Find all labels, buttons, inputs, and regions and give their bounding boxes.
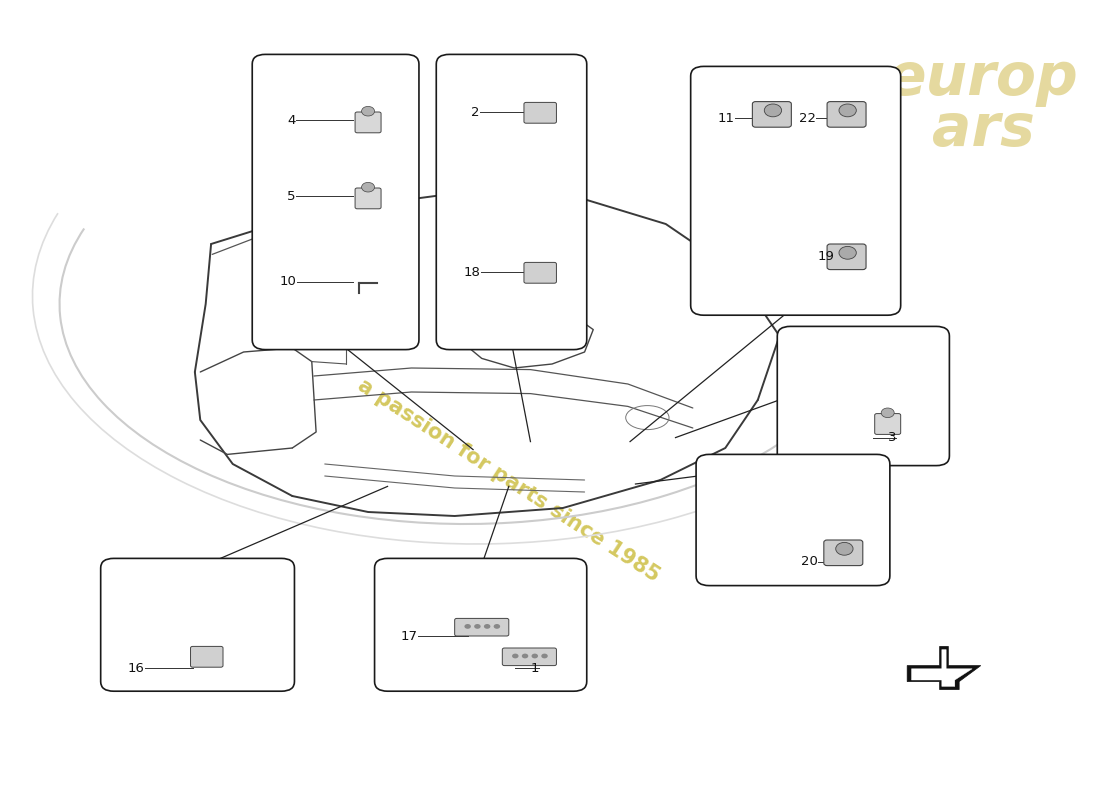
- FancyBboxPatch shape: [778, 326, 949, 466]
- FancyBboxPatch shape: [454, 618, 509, 636]
- FancyBboxPatch shape: [874, 414, 901, 434]
- Text: 3: 3: [888, 431, 896, 444]
- Text: a passion for parts since 1985: a passion for parts since 1985: [354, 374, 663, 586]
- Text: 5: 5: [287, 190, 296, 202]
- FancyBboxPatch shape: [696, 454, 890, 586]
- FancyBboxPatch shape: [524, 102, 557, 123]
- Text: 1: 1: [530, 662, 539, 674]
- Circle shape: [362, 106, 375, 116]
- FancyBboxPatch shape: [827, 244, 866, 270]
- FancyBboxPatch shape: [355, 112, 381, 133]
- Text: 19: 19: [817, 250, 834, 262]
- FancyBboxPatch shape: [691, 66, 901, 315]
- Text: 22: 22: [799, 112, 816, 125]
- Circle shape: [764, 104, 782, 117]
- FancyBboxPatch shape: [375, 558, 586, 691]
- FancyBboxPatch shape: [190, 646, 223, 667]
- Circle shape: [362, 182, 375, 192]
- Circle shape: [839, 104, 856, 117]
- Text: 10: 10: [279, 275, 296, 288]
- Text: 17: 17: [400, 630, 418, 642]
- Circle shape: [512, 654, 518, 658]
- Polygon shape: [912, 650, 972, 686]
- Circle shape: [464, 624, 471, 629]
- Circle shape: [494, 624, 501, 629]
- Circle shape: [881, 408, 894, 418]
- Text: 11: 11: [717, 112, 735, 125]
- FancyBboxPatch shape: [827, 102, 866, 127]
- Text: 2: 2: [471, 106, 480, 118]
- Text: 20: 20: [801, 555, 818, 568]
- Circle shape: [836, 542, 854, 555]
- FancyBboxPatch shape: [355, 188, 381, 209]
- FancyBboxPatch shape: [252, 54, 419, 350]
- FancyBboxPatch shape: [524, 262, 557, 283]
- FancyBboxPatch shape: [101, 558, 295, 691]
- FancyBboxPatch shape: [824, 540, 862, 566]
- Text: 16: 16: [128, 662, 144, 674]
- Text: 18: 18: [463, 266, 481, 278]
- Text: 4: 4: [287, 114, 295, 126]
- FancyBboxPatch shape: [503, 648, 557, 666]
- Circle shape: [531, 654, 538, 658]
- Circle shape: [474, 624, 481, 629]
- Circle shape: [839, 246, 856, 259]
- FancyBboxPatch shape: [437, 54, 586, 350]
- Text: europ
ars: europ ars: [887, 50, 1079, 158]
- Polygon shape: [908, 646, 981, 690]
- Circle shape: [541, 654, 548, 658]
- FancyBboxPatch shape: [752, 102, 791, 127]
- Circle shape: [521, 654, 528, 658]
- Circle shape: [484, 624, 491, 629]
